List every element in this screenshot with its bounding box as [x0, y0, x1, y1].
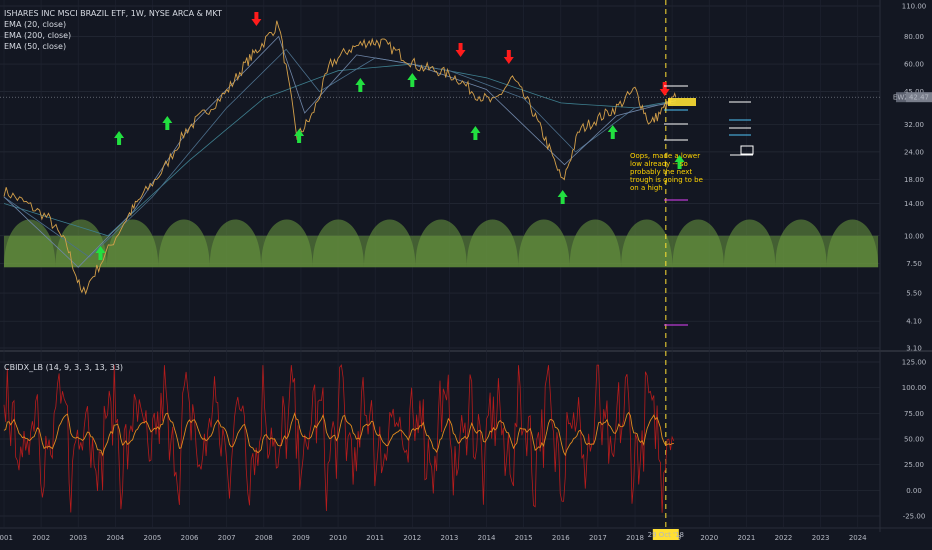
chart-legend: ISHARES INC MSCI BRAZIL ETF, 1W, NYSE AR…: [4, 8, 222, 52]
time-tick-label: 2007: [218, 534, 236, 542]
time-tick-label: 2003: [69, 534, 87, 542]
up-arrow-marker[interactable]: [407, 73, 418, 87]
osc-tick-label: -25.00: [903, 513, 926, 521]
price-tick-label: 45.00: [904, 88, 924, 96]
time-tick-label: 2022: [775, 534, 793, 542]
up-arrow-marker[interactable]: [674, 155, 685, 169]
oscillator-signal-line[interactable]: [3, 411, 674, 457]
symbol-badge-text: EWZ: [893, 94, 909, 102]
time-tick-label: 2001: [0, 534, 13, 542]
osc-tick-label: 25.00: [904, 461, 924, 469]
time-tick-label: 2004: [106, 534, 124, 542]
up-arrow-marker[interactable]: [607, 125, 618, 139]
down-arrow-marker[interactable]: [455, 43, 466, 57]
up-arrow-marker[interactable]: [470, 126, 481, 140]
time-tick-label: 2011: [366, 534, 384, 542]
up-arrow-marker[interactable]: [95, 246, 106, 260]
down-arrow-marker[interactable]: [659, 82, 670, 96]
time-tick-label: 2006: [181, 534, 199, 542]
legend-ema50[interactable]: EMA (50, close): [4, 42, 67, 51]
up-arrow-marker[interactable]: [355, 78, 366, 92]
time-tick-label: 2020: [700, 534, 718, 542]
legend-ema20[interactable]: EMA (20, close): [4, 20, 67, 29]
price-tick-label: 7.50: [906, 260, 922, 268]
time-tick-label: 2008: [255, 534, 273, 542]
symbol-badge: [896, 92, 906, 103]
osc-tick-label: 100.00: [902, 384, 927, 392]
time-tick-label: 2024: [849, 534, 867, 542]
chart-title: ISHARES INC MSCI BRAZIL ETF, 1W, NYSE AR…: [4, 9, 222, 18]
annotation-note[interactable]: Oops, made a lower low already -- so pro…: [630, 152, 703, 192]
time-tick-label: 2018: [626, 534, 644, 542]
price-tick-label: 32.00: [904, 121, 924, 129]
projection-box[interactable]: [740, 145, 754, 155]
cursor-date-label: 29 Oct '18: [648, 531, 684, 539]
time-tick-label: 2009: [292, 534, 310, 542]
time-tick-label: 2023: [812, 534, 830, 542]
price-tick-label: 80.00: [904, 33, 924, 41]
time-tick-label: 2014: [478, 534, 496, 542]
price-line[interactable]: [3, 20, 677, 296]
oscillator-line[interactable]: [3, 364, 675, 513]
osc-tick-label: 75.00: [904, 410, 924, 418]
oscillator-label: CBIDX_LB (14, 9, 3, 3, 13, 33): [4, 363, 124, 372]
price-tick-label: 14.00: [904, 200, 924, 208]
up-arrow-marker[interactable]: [557, 190, 568, 204]
price-tick-label: 5.50: [906, 290, 922, 298]
oscillator-legend[interactable]: CBIDX_LB (14, 9, 3, 3, 13, 33): [4, 362, 123, 373]
price-tick-label: 4.10: [906, 318, 922, 326]
time-tick-label: 2013: [441, 534, 459, 542]
price-tick-label: 10.00: [904, 232, 924, 240]
ema200-line[interactable]: [3, 63, 676, 237]
time-tick-label: 2002: [32, 534, 50, 542]
osc-tick-label: 125.00: [902, 359, 927, 367]
time-tick-label: 2021: [737, 534, 755, 542]
cursor-date-badge: [652, 529, 679, 540]
price-badge: [906, 92, 932, 103]
up-arrow-marker[interactable]: [294, 129, 305, 143]
down-arrow-marker[interactable]: [503, 50, 514, 64]
osc-tick-label: 0.00: [906, 487, 922, 495]
down-arrow-marker[interactable]: [251, 12, 262, 26]
time-tick-label: 2010: [329, 534, 347, 542]
time-tick-label: 2015: [515, 534, 533, 542]
time-tick-label: 2005: [144, 534, 162, 542]
up-arrow-marker[interactable]: [114, 131, 125, 145]
osc-tick-label: 50.00: [904, 436, 924, 444]
up-arrow-marker[interactable]: [162, 116, 173, 130]
ema20-line[interactable]: [3, 35, 676, 268]
target-zone[interactable]: [668, 98, 696, 106]
price-tick-label: 110.00: [902, 3, 927, 11]
price-tick-label: 18.00: [904, 176, 924, 184]
price-tick-label: 3.10: [906, 345, 922, 353]
price-tick-label: 60.00: [904, 61, 924, 69]
price-badge-text: 42.47: [909, 94, 929, 102]
legend-ema200[interactable]: EMA (200, close): [4, 31, 72, 40]
time-tick-label: 2016: [552, 534, 570, 542]
time-tick-label: 2017: [589, 534, 607, 542]
time-tick-label: 2012: [403, 534, 421, 542]
cycle-arcs: [4, 219, 879, 268]
price-tick-label: 24.00: [904, 148, 924, 156]
